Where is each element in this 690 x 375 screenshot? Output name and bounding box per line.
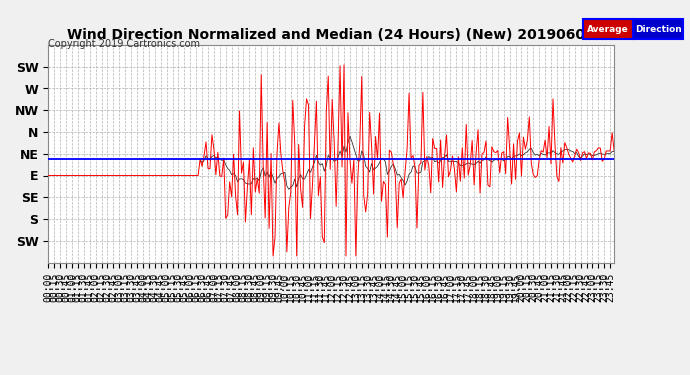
Text: Direction: Direction [635, 25, 682, 34]
Text: Average: Average [587, 25, 629, 34]
Title: Wind Direction Normalized and Median (24 Hours) (New) 20190608: Wind Direction Normalized and Median (24… [68, 28, 595, 42]
Bar [633, 19, 683, 39]
Bar [583, 19, 633, 39]
Text: Copyright 2019 Cartronics.com: Copyright 2019 Cartronics.com [48, 39, 200, 50]
